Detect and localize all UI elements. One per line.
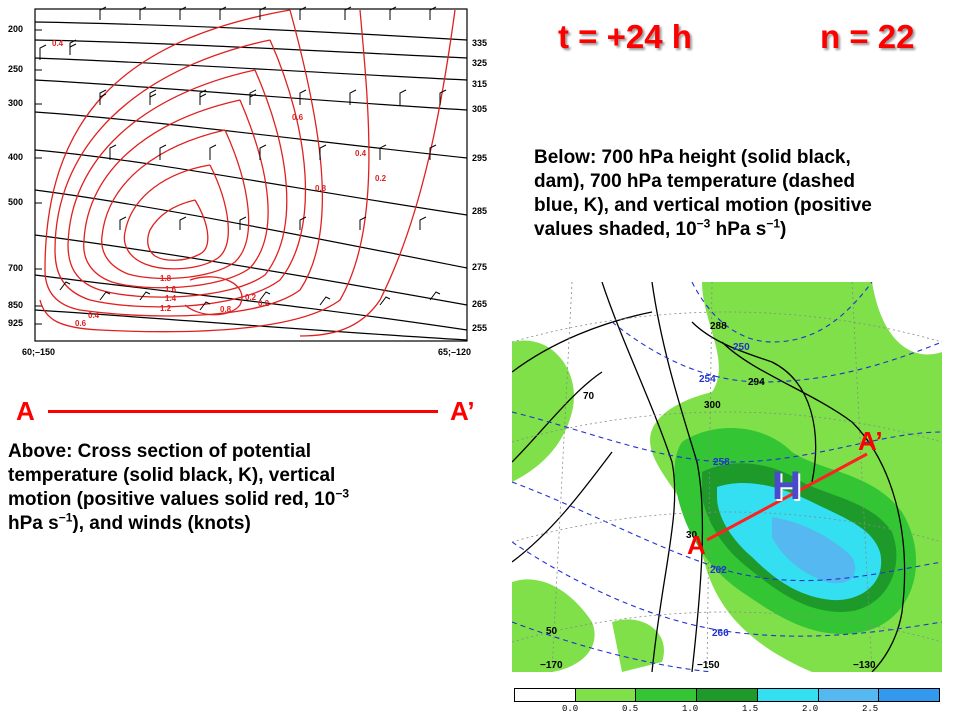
height-contours <box>512 282 906 672</box>
temperature-label: 258 <box>713 457 730 468</box>
theta-label: 305 <box>472 104 488 114</box>
temperature-label: 250 <box>733 342 750 353</box>
vm-label: 0.4 <box>355 149 367 158</box>
theta-label: 255 <box>472 323 488 333</box>
temperature-label: 262 <box>710 565 727 576</box>
colorbar-swatch <box>575 689 637 701</box>
section-line <box>48 410 438 413</box>
lat-lon-grid <box>512 282 942 672</box>
colorbar-label: 1.5 <box>742 704 759 714</box>
vm-label: 0.4 <box>88 311 100 320</box>
colorbar-swatch <box>757 689 819 701</box>
longitude-label: −150 <box>697 660 720 671</box>
temperature-label: 266 <box>712 628 729 639</box>
height-label: 30 <box>686 530 698 541</box>
height-label: 294 <box>748 377 765 388</box>
pressure-label-200: 200 <box>8 24 24 34</box>
pressure-label-925: 925 <box>8 318 24 328</box>
vm-label: 0.2 <box>258 299 270 308</box>
colorbar-label: 2.0 <box>802 704 819 714</box>
vm-label: 0.8 <box>220 305 232 314</box>
map-section-start-label: A <box>687 530 706 560</box>
colorbar-label: 0.0 <box>562 704 579 714</box>
pressure-label-400: 400 <box>8 152 24 162</box>
vm-label: 0.8 <box>315 184 327 193</box>
vm-label: 0.2 <box>245 293 257 302</box>
vertical-motion-labels: 0.4 0.6 0.4 0.2 0.8 1.8 1.6 1.4 1.2 0.2 … <box>52 39 387 328</box>
cross-section-plot <box>34 6 468 342</box>
colorbar-swatch <box>515 689 576 701</box>
theta-label: 325 <box>472 58 488 68</box>
caption-below-line: blue, K), and vertical motion (positive <box>534 195 872 216</box>
vertical-motion-contours <box>39 9 456 337</box>
colorbar-swatch <box>818 689 880 701</box>
caption-above-line: motion (positive values solid red, 10−3 <box>8 486 349 510</box>
map-section-line <box>706 452 868 542</box>
vm-label: 0.2 <box>375 174 387 183</box>
theta-label: 265 <box>472 299 488 309</box>
caption-above-line: hPa s−1), and winds (knots) <box>8 510 251 534</box>
height-label: 70 <box>583 391 595 402</box>
pressure-label-250: 250 <box>8 64 24 74</box>
height-label: 50 <box>546 626 558 637</box>
temperature-contours <box>512 282 942 672</box>
height-label: 288 <box>710 321 727 332</box>
section-end-label: A’ <box>450 396 475 426</box>
colorbar-label: 2.5 <box>862 704 879 714</box>
pressure-label-850: 850 <box>8 300 24 310</box>
caption-above-line: temperature (solid black, K), vertical <box>8 465 336 486</box>
caption-above: Above: Cross section of potential temper… <box>8 440 478 536</box>
title-time: t = +24 h <box>558 18 692 55</box>
caption-below-line: values shaded, 10−3 hPa s−1) <box>534 216 787 240</box>
wind-barbs <box>39 6 447 311</box>
colorbar-swatch <box>879 689 940 701</box>
map-700hpa <box>512 282 942 672</box>
longitude-label: −170 <box>540 660 563 671</box>
left-coordinate: 60;–150 <box>22 347 56 357</box>
map-section-end-label: A’ <box>858 426 883 456</box>
colorbar-label: 1.0 <box>682 704 699 714</box>
right-coordinate: 65;–120 <box>438 347 472 357</box>
height-label: 300 <box>704 400 721 411</box>
high-pressure-label: H <box>772 464 801 508</box>
theta-label: 335 <box>472 38 488 48</box>
vm-label: 1.2 <box>160 304 172 313</box>
theta-label: 295 <box>472 153 488 163</box>
colorbar-label: 0.5 <box>622 704 639 714</box>
caption-above-line: Above: Cross section of potential <box>8 441 311 462</box>
pressure-label-300: 300 <box>8 98 24 108</box>
pressure-label-500: 500 <box>8 197 24 207</box>
vm-label: 1.4 <box>165 294 177 303</box>
colorbar <box>514 688 940 702</box>
caption-below-line: Below: 700 hPa height (solid black, <box>534 147 851 168</box>
vm-label: 1.8 <box>160 274 172 283</box>
section-start-label: A <box>16 396 35 426</box>
title-member: n = 22 <box>820 18 915 55</box>
theta-label: 285 <box>472 206 488 216</box>
theta-label: 315 <box>472 79 488 89</box>
vm-label: 0.6 <box>75 319 87 328</box>
vm-label: 0.6 <box>292 113 304 122</box>
pressure-label-700: 700 <box>8 263 24 273</box>
temperature-label: 254 <box>699 374 716 385</box>
caption-below-line: dam), 700 hPa temperature (dashed <box>534 171 855 192</box>
vm-label: 0.4 <box>52 39 64 48</box>
theta-label: 275 <box>472 262 488 272</box>
vm-label: 1.6 <box>165 285 177 294</box>
colorbar-swatch <box>697 689 758 701</box>
caption-below: Below: 700 hPa height (solid black, dam)… <box>534 146 958 242</box>
colorbar-swatch <box>636 689 698 701</box>
longitude-label: −130 <box>853 660 876 671</box>
vertical-motion-shading <box>512 282 942 672</box>
